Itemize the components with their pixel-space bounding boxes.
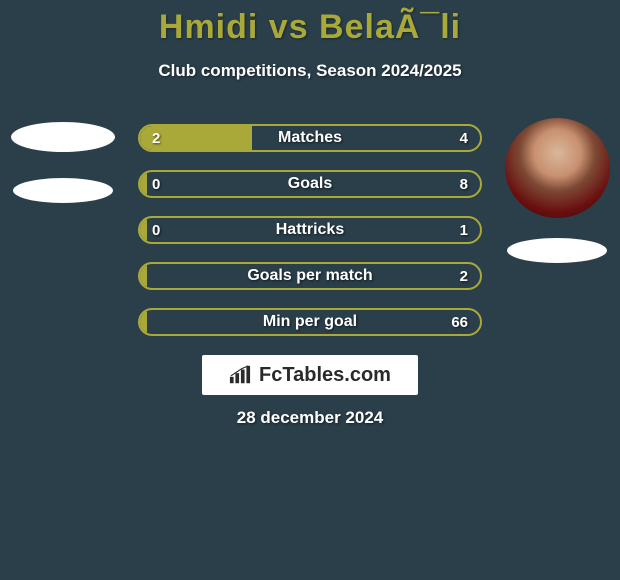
bar-right-value: 4 — [460, 126, 468, 150]
brand-badge: FcTables.com — [202, 355, 418, 395]
right-player-col — [502, 118, 612, 263]
bar-row-matches: 2Matches4 — [138, 124, 482, 152]
page-title: Hmidi vs BelaÃ¯li — [0, 0, 620, 47]
bar-right-value: 1 — [460, 218, 468, 242]
bar-label: Min per goal — [140, 310, 480, 334]
bars-icon — [229, 365, 251, 385]
bar-row-min-per-goal: Min per goal66 — [138, 308, 482, 336]
bar-label: Goals per match — [140, 264, 480, 288]
bar-label: Matches — [140, 126, 480, 150]
right-player-flag-placeholder — [507, 238, 607, 263]
right-player-photo — [505, 118, 610, 218]
left-player-col — [8, 118, 118, 203]
comparison-bars: 2Matches40Goals80Hattricks1Goals per mat… — [138, 124, 482, 354]
bar-label: Hattricks — [140, 218, 480, 242]
subtitle: Club competitions, Season 2024/2025 — [0, 61, 620, 81]
bar-row-hattricks: 0Hattricks1 — [138, 216, 482, 244]
bar-row-goals: 0Goals8 — [138, 170, 482, 198]
bar-label: Goals — [140, 172, 480, 196]
bar-right-value: 8 — [460, 172, 468, 196]
brand-text: FcTables.com — [259, 364, 391, 387]
left-player-photo-placeholder — [11, 122, 115, 152]
bar-right-value: 66 — [451, 310, 468, 334]
left-player-flag-placeholder — [13, 178, 113, 203]
bar-row-goals-per-match: Goals per match2 — [138, 262, 482, 290]
date-label: 28 december 2024 — [0, 408, 620, 428]
bar-right-value: 2 — [460, 264, 468, 288]
